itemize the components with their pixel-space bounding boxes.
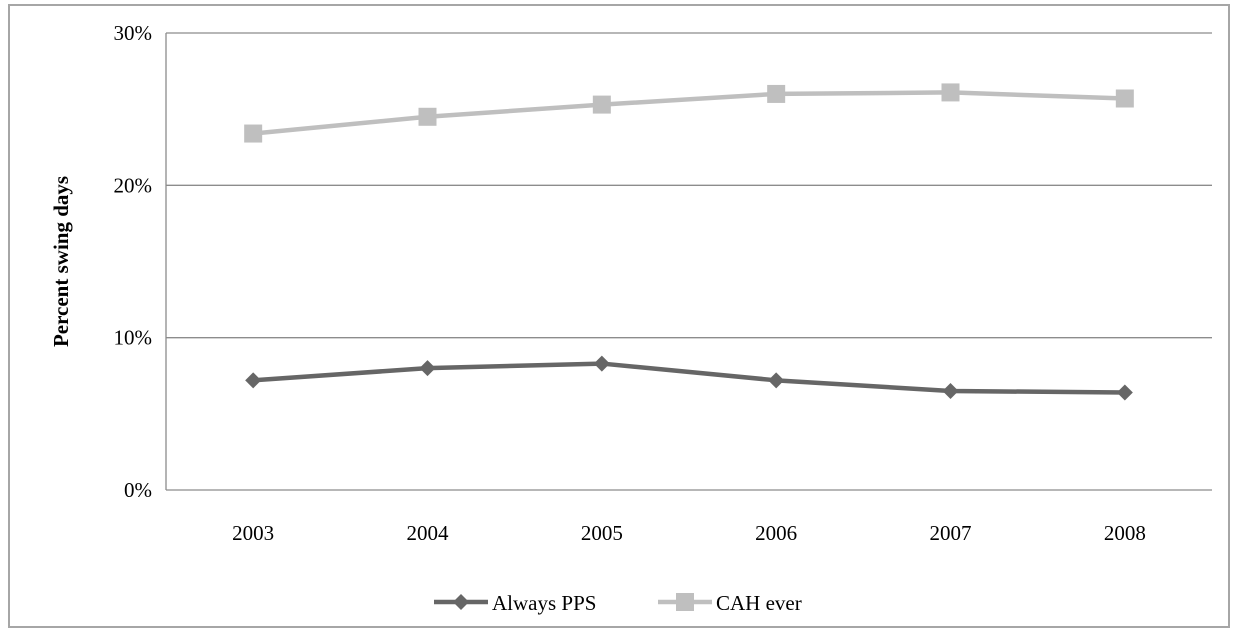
axes <box>165 33 1212 491</box>
y-tick-label: 20% <box>114 173 153 197</box>
legend-item: CAH ever <box>658 591 802 615</box>
data-point <box>768 372 785 389</box>
data-point <box>1115 89 1134 108</box>
series-line <box>252 90 1125 136</box>
series-always-pps <box>245 355 1133 401</box>
x-tick-label: 2005 <box>581 521 623 545</box>
legend-item: Always PPS <box>434 591 596 615</box>
chart-frame <box>8 4 1230 628</box>
data-point <box>244 124 263 143</box>
data-point <box>942 382 959 399</box>
x-tick-label: 2006 <box>755 521 797 545</box>
legend-label: CAH ever <box>716 591 802 615</box>
legend-label: Always PPS <box>492 591 596 615</box>
y-tick-label: 30% <box>114 21 153 45</box>
x-tick-label: 2004 <box>407 521 450 545</box>
data-point <box>592 95 611 114</box>
data-point <box>1116 384 1133 401</box>
y-tick-labels: 0% 10% 20% 30% <box>114 21 153 502</box>
legend-swatch-marker <box>453 594 469 610</box>
gridlines <box>166 32 1212 339</box>
x-tick-label: 2007 <box>930 521 972 545</box>
y-tick-label: 0% <box>124 478 152 502</box>
data-point <box>767 84 786 103</box>
series-group <box>244 83 1134 401</box>
data-point <box>419 360 436 377</box>
data-point <box>245 372 262 389</box>
data-point <box>593 355 610 372</box>
legend: Always PPS CAH ever <box>434 591 802 615</box>
x-tick-label: 2008 <box>1104 521 1146 545</box>
series-line <box>253 361 1125 395</box>
data-point <box>418 107 437 126</box>
series-cah-ever <box>244 83 1134 143</box>
data-point <box>941 83 960 102</box>
x-tick-label: 2003 <box>232 521 274 545</box>
legend-swatch-marker <box>676 593 694 611</box>
x-tick-labels: 2003 2004 2005 2006 2007 2008 <box>232 521 1146 545</box>
y-axis-title: Percent swing days <box>49 176 73 347</box>
y-tick-label: 10% <box>114 326 153 350</box>
